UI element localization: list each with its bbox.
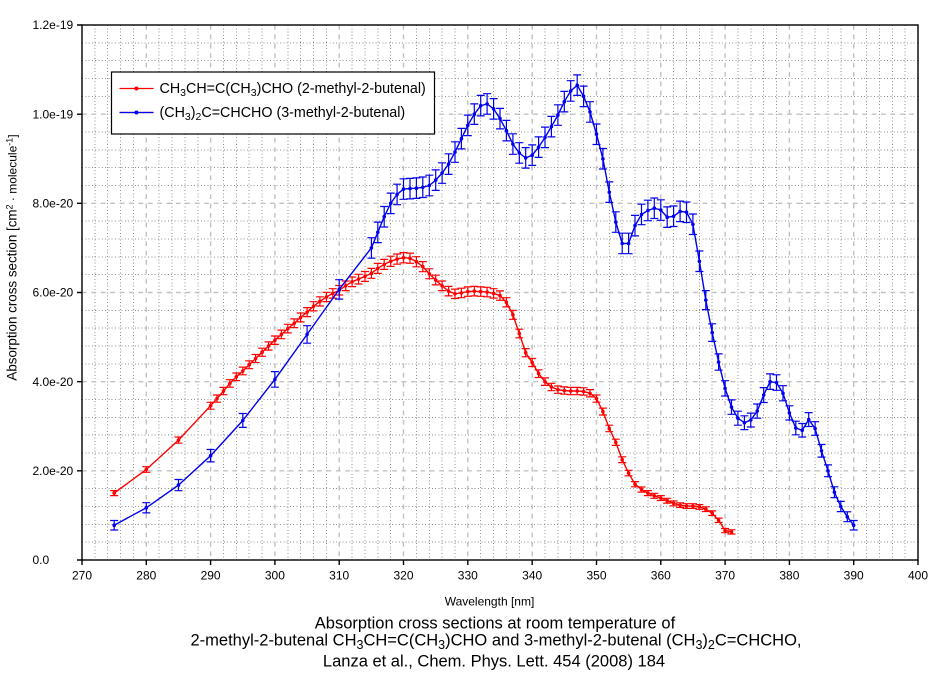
svg-text:CH3CH=C(CH3)CHO (2-methyl-2-bu: CH3CH=C(CH3)CHO (2-methyl-2-butenal) [160,81,426,99]
svg-text:280: 280 [136,569,156,583]
svg-text:2-methyl-2-butenal CH3CH=C(CH3: 2-methyl-2-butenal CH3CH=C(CH3)CHO and 3… [191,632,802,653]
svg-text:300: 300 [265,569,285,583]
svg-text:270: 270 [72,569,92,583]
svg-text:Absorption cross section [cm2: Absorption cross section [cm2 · molecule… [5,134,20,380]
svg-text:1.0e-19: 1.0e-19 [33,107,74,121]
svg-text:0.0: 0.0 [33,553,50,567]
svg-text:370: 370 [715,569,735,583]
svg-text:400: 400 [908,569,928,583]
svg-text:6.0e-20: 6.0e-20 [33,286,74,300]
svg-text:(CH3)2C=CHCHO (3-methyl-2-bute: (CH3)2C=CHCHO (3-methyl-2-butenal) [160,105,406,123]
svg-text:330: 330 [458,569,478,583]
svg-text:1.2e-19: 1.2e-19 [33,18,74,32]
svg-text:Absorption cross sections at r: Absorption cross sections at room temper… [315,615,676,633]
svg-text:390: 390 [844,569,864,583]
svg-text:Wavelength [nm]: Wavelength [nm] [445,595,535,609]
svg-text:320: 320 [393,569,413,583]
svg-text:340: 340 [522,569,542,583]
svg-text:350: 350 [586,569,606,583]
svg-text:360: 360 [651,569,671,583]
svg-text:Lanza et al., Chem. Phys. Lett: Lanza et al., Chem. Phys. Lett. 454 (200… [323,653,665,671]
svg-text:290: 290 [201,569,221,583]
svg-text:8.0e-20: 8.0e-20 [33,197,74,211]
svg-text:2.0e-20: 2.0e-20 [33,464,74,478]
svg-text:4.0e-20: 4.0e-20 [33,375,74,389]
svg-text:380: 380 [779,569,799,583]
svg-text:310: 310 [329,569,349,583]
